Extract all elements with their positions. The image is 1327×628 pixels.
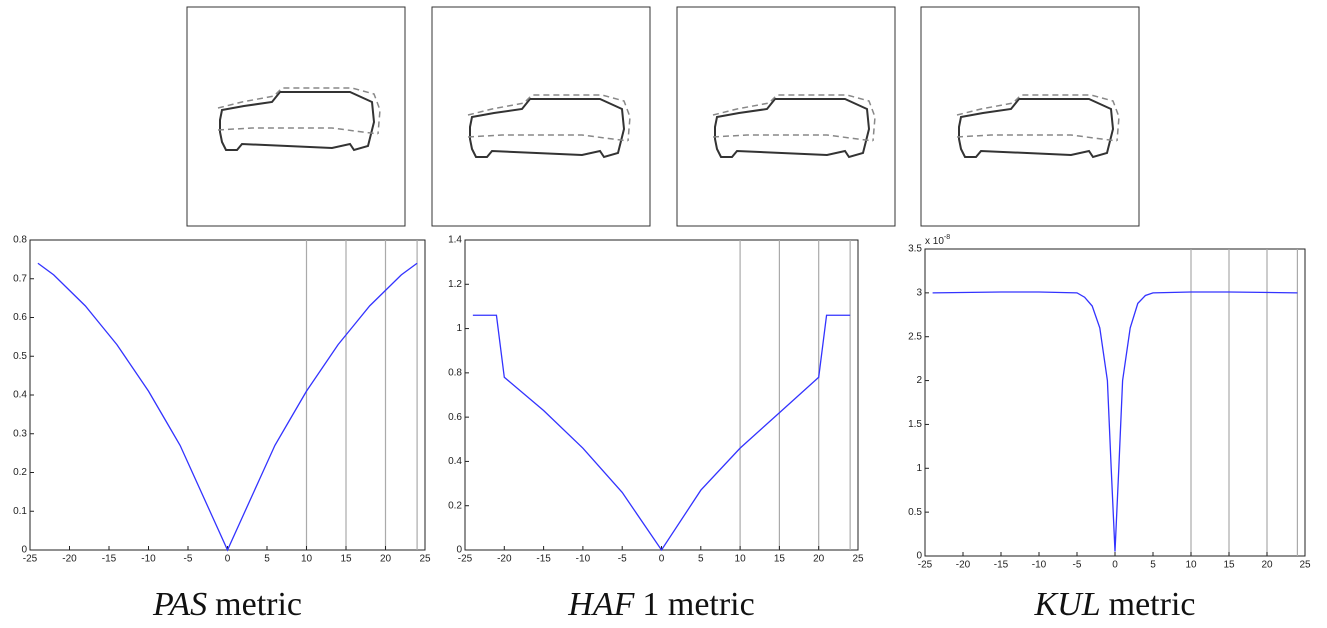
x-tick-label: 10 <box>735 554 747 565</box>
plot-area <box>29 239 426 551</box>
y-tick-label: 0.4 <box>13 390 27 401</box>
x-tick-label: 0 <box>225 554 231 565</box>
y-tick-label: 1 <box>916 463 922 474</box>
y-tick-label: 0.3 <box>13 428 27 439</box>
x-tick-label: 0 <box>659 554 665 565</box>
panel-frame <box>431 6 651 227</box>
x-tick-label: -25 <box>23 554 38 565</box>
panel-frame <box>676 6 896 227</box>
y-tick-label: 1.5 <box>908 419 922 430</box>
panel-frame <box>920 6 1140 227</box>
x-tick-label: -10 <box>576 554 591 565</box>
x-tick-label: 15 <box>340 554 352 565</box>
x-tick-label: -5 <box>1073 560 1082 571</box>
x-tick-label: -15 <box>102 554 117 565</box>
x-tick-label: 10 <box>1185 560 1197 571</box>
x-tick-label: 0 <box>1112 560 1118 571</box>
x-tick-label: 15 <box>1223 560 1235 571</box>
car-panel <box>186 6 406 227</box>
y-tick-label: 0 <box>916 551 922 562</box>
y-tick-label: 2.5 <box>908 331 922 342</box>
data-line <box>932 291 1298 552</box>
y-tick-label: 1 <box>456 323 462 334</box>
x-tick-label: -15 <box>994 560 1009 571</box>
x-tick-label: 20 <box>380 554 392 565</box>
y-tick-label: 0 <box>21 545 27 556</box>
x-tick-label: -25 <box>458 554 473 565</box>
x-tick-label: -15 <box>536 554 551 565</box>
label-variable: KUL <box>1034 586 1101 623</box>
x-tick-label: 5 <box>698 554 704 565</box>
car-panel <box>676 6 896 227</box>
y-tick-label: 0.8 <box>13 235 27 246</box>
y-tick-label: 1.4 <box>448 235 462 246</box>
x-tick-label: -20 <box>497 554 512 565</box>
y-tick-label: 0.1 <box>13 506 27 517</box>
label-variable: HAF <box>567 586 635 623</box>
y-tick-label: 0.6 <box>13 312 27 323</box>
x-tick-label: -10 <box>141 554 156 565</box>
y-multiplier: x 10-8 <box>925 234 950 247</box>
y-tick-label: 1.2 <box>448 279 462 290</box>
plot-area <box>924 248 1306 557</box>
x-tick-label: -25 <box>918 560 933 571</box>
y-tick-label: 0.5 <box>908 507 922 518</box>
y-tick-label: 3.5 <box>908 244 922 255</box>
multiplier-base: x 10 <box>925 236 944 247</box>
label-text: metric <box>1109 586 1196 623</box>
data-line <box>37 262 418 552</box>
x-tick-label: 25 <box>1299 560 1311 571</box>
chart-label: KUL metric <box>1034 586 1196 623</box>
x-tick-label: -10 <box>1032 560 1047 571</box>
label-text: 1 metric <box>642 586 754 623</box>
chart: -25 -20 -15 -10 -5 0 5 10 15 20 25 0 0.5 1 1.5 2 2.5 3 3.5… <box>908 234 1311 623</box>
x-tick-label: -5 <box>184 554 193 565</box>
y-tick-label: 2 <box>916 375 922 386</box>
panel-frame <box>186 6 406 227</box>
chart: -25 -20 -15 -10 -5 0 5 10 15 20 25 0 0.2 0.4 0.6 0.8 1 1.… <box>448 235 864 623</box>
x-tick-label: 15 <box>774 554 786 565</box>
data-line <box>472 314 851 552</box>
chart-label: PAS metric <box>152 586 302 623</box>
y-tick-label: 0.2 <box>448 500 462 511</box>
x-tick-label: -20 <box>956 560 971 571</box>
x-tick-label: -20 <box>62 554 77 565</box>
x-tick-label: 5 <box>1150 560 1156 571</box>
label-text: metric <box>215 586 302 623</box>
x-tick-label: 20 <box>1261 560 1273 571</box>
y-tick-label: 0.2 <box>13 467 27 478</box>
y-tick-label: 0.7 <box>13 273 27 284</box>
x-tick-label: 5 <box>264 554 270 565</box>
multiplier-exp: -8 <box>944 234 950 241</box>
x-tick-label: -5 <box>618 554 627 565</box>
x-tick-label: 25 <box>419 554 431 565</box>
x-tick-label: 10 <box>301 554 313 565</box>
x-tick-label: 20 <box>813 554 825 565</box>
car-panel <box>920 6 1140 227</box>
car-panel <box>431 6 651 227</box>
y-tick-label: 0 <box>456 545 462 556</box>
label-variable: PAS <box>152 586 207 623</box>
y-tick-label: 0.4 <box>448 456 462 467</box>
chart: -25 -20 -15 -10 -5 0 5 10 15 20 25 0 0.1 0.2 0.3 0.4 0.5… <box>13 235 431 623</box>
y-tick-label: 0.8 <box>448 367 462 378</box>
y-tick-label: 3 <box>916 287 922 298</box>
x-tick-label: 25 <box>852 554 864 565</box>
plot-area <box>464 239 859 551</box>
y-tick-label: 0.5 <box>13 351 27 362</box>
chart-label: HAF 1 metric <box>567 586 754 623</box>
y-tick-label: 0.6 <box>448 412 462 423</box>
